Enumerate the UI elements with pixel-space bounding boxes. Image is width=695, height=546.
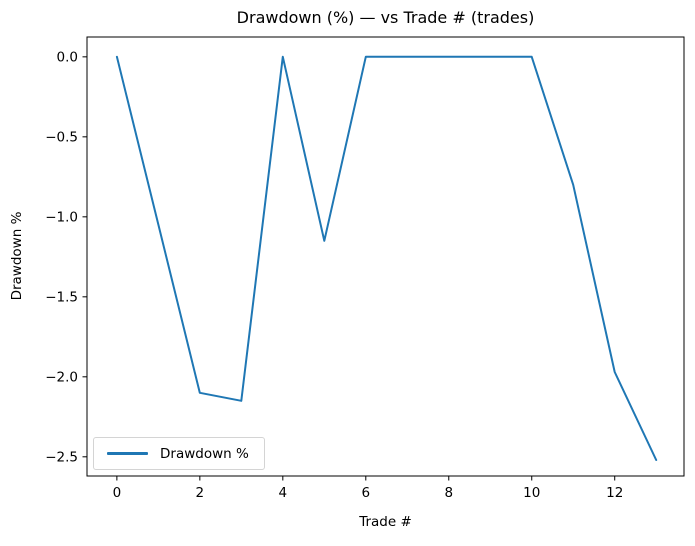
data-line: [115, 55, 658, 461]
y-tick-label: −1.5: [45, 290, 78, 306]
x-tick-label: 10: [523, 485, 540, 501]
x-tick-label: 8: [444, 485, 453, 501]
x-tick-label: 12: [606, 485, 623, 501]
x-tick-label: 6: [361, 485, 370, 501]
legend-label: Drawdown %: [160, 445, 249, 462]
y-tick-label: −1.0: [45, 210, 78, 226]
chart-title: Drawdown (%) — vs Trade # (trades): [236, 8, 535, 27]
y-tick-label: 0.0: [57, 50, 78, 66]
x-tick-label: 2: [196, 485, 205, 501]
legend: Drawdown %: [93, 437, 265, 470]
x-axis-label: Trade #: [359, 514, 412, 530]
legend-line-sample: [107, 452, 148, 455]
y-tick-label: −0.5: [45, 130, 78, 146]
y-tick-label: −2.0: [45, 370, 78, 386]
y-axis-label: Drawdown %: [9, 211, 25, 301]
axes-border: [86, 36, 685, 477]
y-tick-label: −2.5: [45, 450, 78, 466]
x-tick-label: 4: [279, 485, 288, 501]
x-tick-label: 0: [113, 485, 122, 501]
